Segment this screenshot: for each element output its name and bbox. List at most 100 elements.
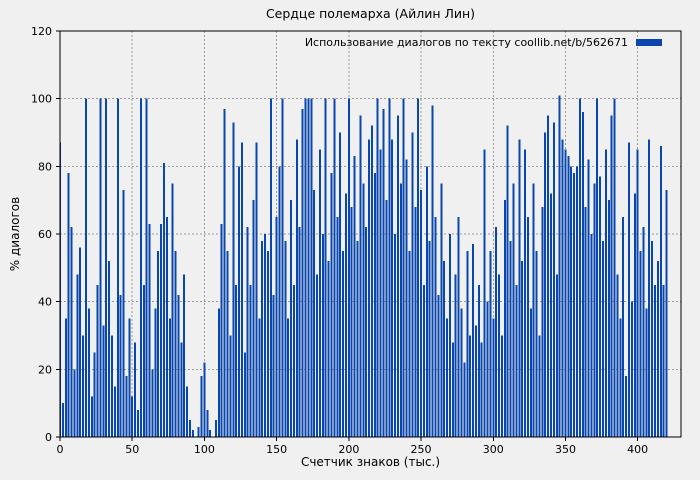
bar [353, 156, 356, 437]
bar [370, 125, 373, 437]
bar [385, 200, 388, 437]
bar [226, 250, 229, 437]
bar [619, 318, 622, 437]
y-tick-label: 120 [31, 25, 52, 38]
bar [110, 335, 113, 437]
x-tick-label: 200 [338, 443, 359, 456]
x-tick-label: 350 [555, 443, 576, 456]
bar [550, 193, 553, 437]
bar [495, 227, 498, 437]
bar [428, 240, 431, 437]
bar [292, 284, 295, 437]
bar [388, 98, 391, 438]
bar [515, 284, 518, 437]
bar [258, 318, 261, 437]
x-tick-label: 0 [57, 443, 64, 456]
bar [602, 240, 605, 437]
bar [188, 420, 191, 437]
y-tick-label: 40 [38, 296, 52, 309]
bar [339, 132, 342, 437]
bar [243, 352, 246, 437]
bar [252, 200, 255, 437]
bar [113, 386, 116, 437]
bar [122, 190, 125, 437]
bar [324, 98, 327, 438]
bar [506, 125, 509, 437]
bar [347, 98, 350, 438]
bar [84, 98, 87, 438]
bar [524, 149, 527, 437]
bar [665, 190, 668, 437]
bar [581, 112, 584, 437]
bar [422, 284, 425, 437]
bar [659, 146, 662, 438]
bar [654, 284, 657, 437]
bar [625, 376, 628, 437]
bar [246, 227, 249, 437]
bar [498, 274, 501, 437]
bar [610, 115, 613, 437]
bar [472, 244, 475, 437]
bar [399, 183, 402, 437]
bar [64, 318, 67, 437]
bar [616, 274, 619, 437]
legend-swatch [636, 39, 662, 46]
bar [125, 376, 128, 437]
bar [368, 139, 371, 437]
bar [460, 308, 463, 437]
bar [402, 98, 405, 438]
bar [105, 98, 108, 438]
legend-label: Использование диалогов по тексту coollib… [304, 36, 628, 49]
bar [310, 98, 313, 438]
bar [278, 166, 281, 438]
bar [139, 98, 142, 438]
bar [209, 430, 212, 437]
bar [284, 240, 287, 437]
bar [451, 342, 454, 437]
bar [454, 274, 457, 437]
bar [425, 166, 428, 438]
bar [538, 335, 541, 437]
bar [235, 284, 238, 437]
x-tick-label: 100 [194, 443, 215, 456]
bar [509, 240, 512, 437]
bar [203, 362, 206, 437]
bar [541, 206, 544, 437]
bar [61, 403, 64, 437]
bar [128, 318, 131, 437]
x-tick-label: 250 [411, 443, 432, 456]
bar [446, 318, 449, 437]
bar [321, 234, 324, 437]
bar [448, 234, 451, 437]
bar [344, 193, 347, 437]
bar [564, 149, 567, 437]
bar [290, 200, 293, 437]
y-tick-label: 80 [38, 160, 52, 173]
bar [79, 247, 82, 437]
bar [313, 190, 316, 437]
bar [102, 325, 105, 437]
bar [480, 342, 483, 437]
bar [391, 139, 394, 437]
bar [142, 284, 145, 437]
bar [197, 426, 200, 437]
bar [483, 149, 486, 437]
bar [463, 362, 466, 437]
bar [342, 250, 345, 437]
y-tick-label: 0 [45, 431, 52, 444]
bar [304, 98, 307, 438]
bar [327, 261, 330, 437]
bar [350, 206, 353, 437]
bar [417, 98, 420, 438]
bar [431, 105, 434, 437]
bar [573, 173, 576, 437]
bar [434, 217, 437, 437]
bar [240, 142, 243, 437]
bar [316, 274, 319, 437]
bar [73, 369, 76, 437]
bar [529, 308, 532, 437]
bar [396, 115, 399, 437]
bar [336, 217, 339, 437]
bar [134, 342, 137, 437]
